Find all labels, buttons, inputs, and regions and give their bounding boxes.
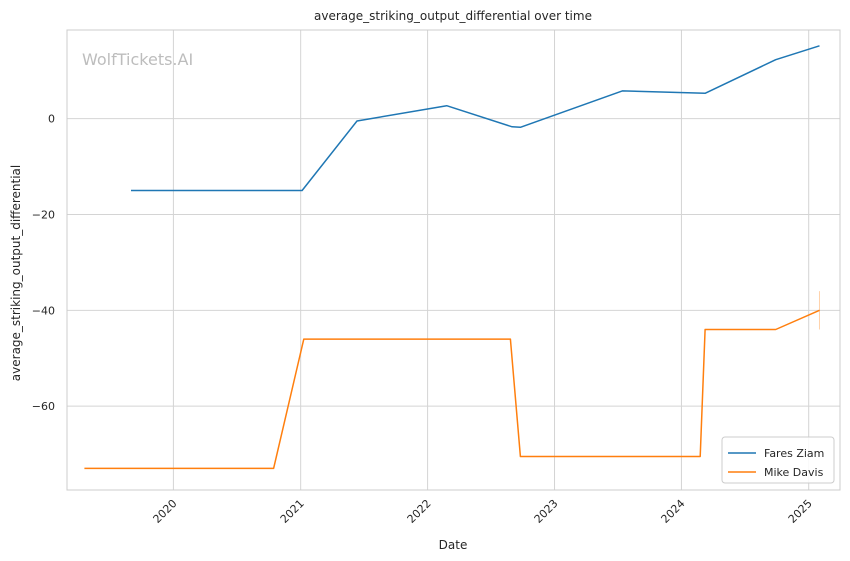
y-axis-label: average_striking_output_differential — [9, 165, 23, 381]
chart-title: average_striking_output_differential ove… — [314, 9, 592, 23]
y-tick-label: 0 — [48, 113, 55, 126]
plot-frame — [66, 29, 841, 491]
y-tick-label: −20 — [32, 208, 55, 221]
watermark-text: WolfTickets.AI — [82, 50, 193, 69]
legend: Fares Ziam Mike Davis — [721, 436, 835, 484]
x-axis-label: Date — [439, 538, 468, 552]
y-tick-label: −40 — [32, 304, 55, 317]
series-line-fares-ziam — [131, 45, 820, 192]
grid-lines — [67, 30, 840, 490]
legend-label-mike-davis: Mike Davis — [764, 466, 824, 479]
legend-label-fares-ziam: Fares Ziam — [764, 447, 824, 460]
y-tick-label: −60 — [32, 400, 55, 413]
series-line-mike-davis — [84, 309, 820, 470]
series-lines — [84, 45, 820, 470]
